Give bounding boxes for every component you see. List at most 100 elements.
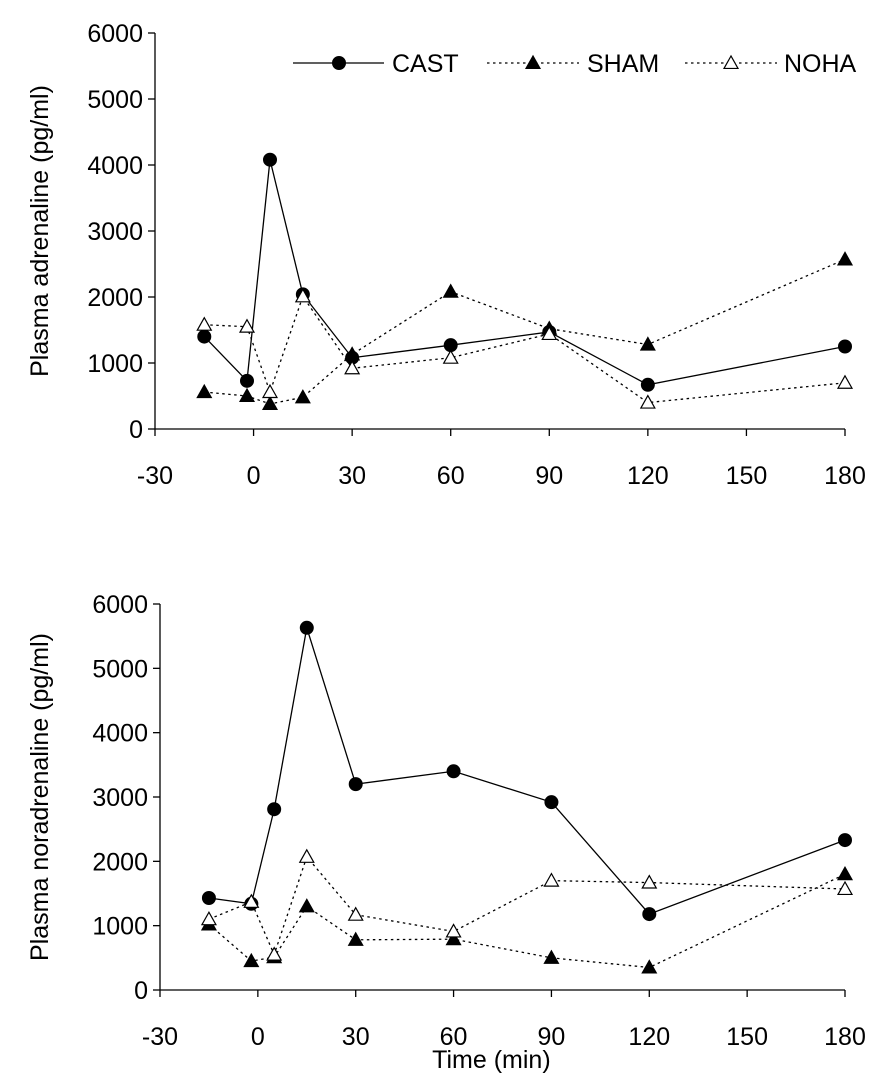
data-point-noha [261, 383, 279, 399]
series-cast [197, 152, 852, 392]
y-tick-label: 5000 [87, 86, 143, 114]
series-line-cast [208, 627, 846, 915]
series-line-cast [203, 159, 846, 386]
data-point-cast [446, 764, 461, 779]
data-point-cast [838, 833, 852, 848]
y-tick-label: 4000 [92, 720, 148, 748]
y-tick-label: 0 [134, 977, 148, 1005]
data-point-sham [445, 930, 462, 946]
data-point-noha [541, 325, 558, 341]
data-point-sham [196, 383, 213, 399]
x-tick-label: 150 [726, 1023, 768, 1051]
y-tick-label: 0 [129, 416, 143, 444]
data-point-cast [267, 802, 282, 817]
y-tick-label: 6000 [92, 591, 148, 619]
data-point-noha [445, 923, 462, 938]
data-point-cast [201, 891, 216, 906]
y-tick-label: 6000 [87, 20, 143, 48]
x-tick-label: -30 [137, 462, 173, 490]
data-point-sham [298, 898, 315, 913]
x-tick-label: -30 [142, 1023, 178, 1051]
data-point-noha [543, 872, 560, 887]
y-tick-label: 3000 [87, 218, 143, 246]
x-tick-label: 0 [251, 1023, 265, 1051]
data-point-noha [836, 880, 854, 896]
data-point-cast [197, 329, 212, 344]
series-cast [201, 620, 852, 922]
data-point-noha [243, 893, 260, 908]
x-tick-label: 120 [627, 462, 669, 490]
series-sham [200, 865, 854, 974]
data-point-cast [240, 373, 254, 388]
x-tick-label: 60 [437, 462, 465, 490]
legend-label-cast: CAST [392, 50, 459, 78]
data-point-sham [836, 251, 854, 266]
data-point-noha [298, 848, 315, 863]
data-point-cast [263, 152, 277, 167]
data-point-sham [543, 949, 560, 964]
legend-label-noha: NOHA [784, 50, 857, 78]
chart-panel-2: 0 1000 2000 3000 4000 5000 6000 -30 0 30 60 90 120 15… [26, 591, 866, 1074]
series-line-noha [204, 294, 846, 404]
data-point-noha [294, 288, 311, 303]
x-tick-label: 0 [247, 462, 261, 490]
data-point-noha [238, 318, 256, 333]
legend-marker-cast [332, 56, 346, 70]
x-tick-label: 180 [824, 462, 866, 490]
data-point-noha [639, 394, 656, 409]
data-point-sham [238, 387, 256, 403]
y-tick-label: 4000 [87, 152, 143, 180]
x-tick-label: 120 [628, 1023, 670, 1051]
series-line-sham [208, 873, 846, 969]
data-point-noha [266, 946, 283, 961]
series-sham [196, 251, 854, 410]
y-tick-label: 2000 [92, 848, 148, 876]
data-point-sham [836, 865, 854, 881]
x-tick-label: 60 [440, 1023, 468, 1051]
series-noha [200, 848, 854, 961]
x-tick-label: 30 [342, 1023, 370, 1051]
legend-marker-noha [722, 54, 740, 70]
legend: CAST SHAM NOHA [293, 50, 857, 78]
data-point-noha [347, 906, 364, 921]
legend-marker-sham [524, 54, 542, 70]
data-point-cast [642, 907, 657, 922]
data-point-sham [243, 952, 260, 968]
y-tick-label: 1000 [92, 913, 148, 941]
y-tick-label: 2000 [87, 284, 143, 312]
data-point-cast [348, 777, 363, 792]
data-point-sham [347, 931, 364, 946]
series-line-sham [204, 258, 846, 405]
x-tick-label: 90 [538, 1023, 566, 1051]
data-point-cast [544, 795, 559, 810]
chart-panel-1: 0 1000 2000 3000 4000 5000 6000 -30 0 30 60 90 120 15… [26, 20, 866, 490]
y-tick-label: 3000 [92, 784, 148, 812]
x-axis-label: Time (min) [432, 1046, 551, 1074]
x-tick-label: 90 [535, 462, 563, 490]
data-point-noha [196, 316, 213, 331]
data-point-sham [261, 395, 279, 410]
data-point-noha [200, 911, 217, 926]
x-tick-label: 180 [824, 1023, 866, 1051]
data-point-sham [639, 336, 656, 351]
data-point-sham [641, 959, 658, 974]
x-tick-label: 150 [726, 462, 768, 490]
y-tick-label: 1000 [87, 350, 143, 378]
data-point-cast [640, 377, 655, 392]
data-point-noha [442, 349, 459, 364]
data-point-noha [641, 874, 658, 889]
data-point-sham [294, 389, 311, 404]
y-axis-label: Plasma noradrenaline (pg/ml) [26, 633, 54, 961]
data-point-noha [344, 360, 361, 375]
data-point-noha [836, 374, 854, 389]
series-noha [196, 288, 854, 409]
data-point-cast [299, 620, 314, 635]
x-tick-label: 30 [338, 462, 366, 490]
legend-label-sham: SHAM [587, 50, 659, 78]
data-point-sham [344, 346, 361, 361]
y-axis-label: Plasma adrenaline (pg/ml) [26, 85, 54, 377]
y-tick-label: 5000 [92, 655, 148, 683]
data-point-sham [442, 283, 459, 298]
data-point-cast [838, 339, 852, 354]
